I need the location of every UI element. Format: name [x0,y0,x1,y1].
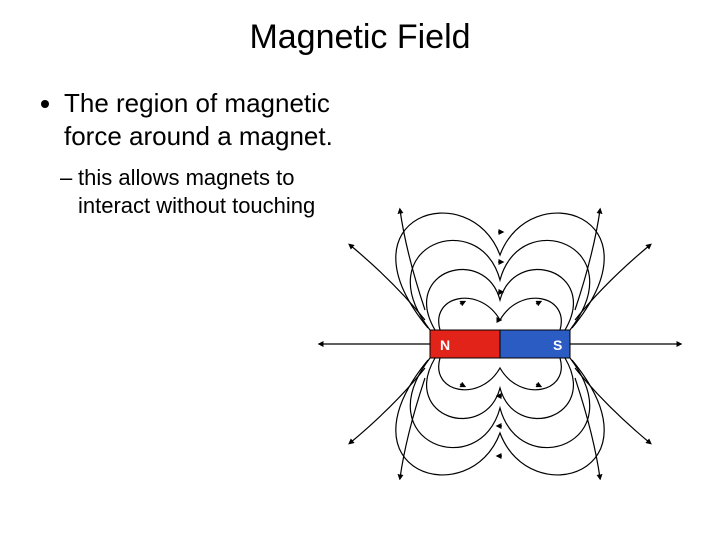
north-label: N [440,337,450,353]
slide-title: Magnetic Field [0,0,720,57]
magnet-field-diagram: N S [310,200,690,480]
south-label: S [553,337,562,353]
slide: Magnetic Field The region of magnetic fo… [0,0,720,540]
bullet-list: The region of magnetic force around a ma… [40,87,680,152]
slide-content: The region of magnetic force around a ma… [0,57,720,219]
bullet-main: The region of magnetic force around a ma… [64,87,384,152]
bar-magnet: N S [430,330,570,358]
